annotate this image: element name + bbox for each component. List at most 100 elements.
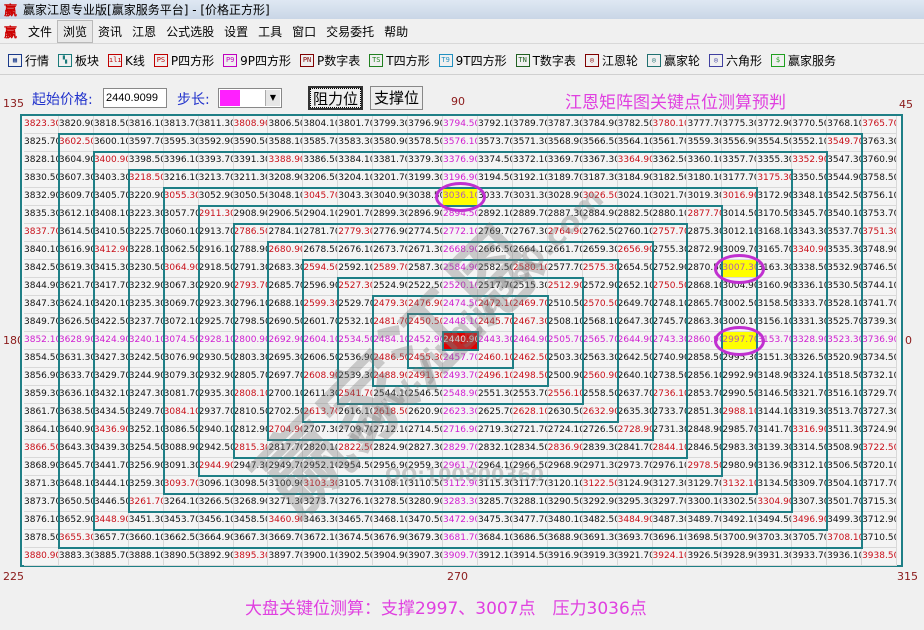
matrix-cell: 3753.70 <box>862 206 897 224</box>
menu-window[interactable]: 窗口 <box>292 25 317 39</box>
matrix-cell: 2803.30 <box>233 350 269 368</box>
matrix-cell: 2628.10 <box>512 404 548 422</box>
matrix-cell: 2474.50 <box>443 296 478 314</box>
matrix-cell: 3924.10 <box>652 548 688 566</box>
pn-icon: PN <box>300 54 315 67</box>
toolbar-tn-button[interactable]: TN T数字表 <box>515 52 576 69</box>
matrix-cell: 2488.90 <box>373 368 409 386</box>
matrix-cell: 2966.50 <box>512 458 548 476</box>
menu-formula[interactable]: 公式选股 <box>166 25 215 39</box>
menu-browse[interactable]: 浏览 <box>57 20 94 43</box>
matrix-cell: 3127.30 <box>652 476 688 494</box>
matrix-cell: 2853.70 <box>687 386 723 404</box>
matrix-cell: 2822.50 <box>338 440 374 458</box>
matrix-cell: 2805.70 <box>233 368 269 386</box>
matrix-cell: 2988.10 <box>722 404 758 422</box>
toolbar-gann-wheel-button[interactable]: ◎ 江恩轮 <box>584 52 638 69</box>
resistance-button[interactable]: 阻力位 <box>308 86 364 110</box>
menu-gann[interactable]: 江恩 <box>132 25 157 39</box>
matrix-cell: 3523.30 <box>827 332 863 350</box>
matrix-cell: 2791.30 <box>233 260 269 278</box>
matrix-cell: 2860.90 <box>687 332 723 350</box>
matrix-cell: 2666.50 <box>477 242 513 260</box>
matrix-cell: 3568.90 <box>547 134 583 152</box>
toolbar-winner-wheel-button[interactable]: ◎ 赢家轮 <box>646 52 700 69</box>
matrix-cell: 3885.70 <box>93 548 129 566</box>
toolbar-label: 9P四方形 <box>240 54 292 68</box>
step-select[interactable]: ▼ <box>218 88 282 108</box>
matrix-cell: 3434.50 <box>93 404 129 422</box>
chevron-down-icon[interactable]: ▼ <box>265 90 280 106</box>
matrix-cell: 3916.90 <box>547 548 583 566</box>
matrix-cell: 2704.90 <box>268 422 304 440</box>
toolbar-candlestick-button[interactable]: ılı K线 <box>108 52 145 69</box>
toolbar-pn-button[interactable]: PN P数字表 <box>300 52 360 69</box>
angle-135: 135 <box>3 97 24 110</box>
matrix-cell: 2877.70 <box>687 206 723 224</box>
toolbar-ts-button[interactable]: TS T四方形 <box>369 52 430 69</box>
matrix-cell: 3331.30 <box>792 314 828 332</box>
matrix-cell: 3290.50 <box>547 494 583 512</box>
menu-news[interactable]: 资讯 <box>98 25 123 39</box>
matrix-cell: 2464.90 <box>512 332 548 350</box>
matrix-cell: 3592.90 <box>198 134 234 152</box>
matrix-cell: 3247.30 <box>128 386 164 404</box>
toolbar-t9-button[interactable]: T9 9T四方形 <box>438 52 507 69</box>
toolbar-label: 江恩轮 <box>601 54 638 68</box>
matrix-cell: 2580.10 <box>512 260 548 278</box>
matrix-cell: 3180.10 <box>687 170 723 188</box>
toolbar-p9-button[interactable]: P9 9P四方形 <box>223 52 291 69</box>
matrix-cell: 3571.30 <box>512 134 548 152</box>
matrix-cell: 3484.90 <box>617 512 653 530</box>
matrix-cell: 3573.70 <box>477 134 513 152</box>
matrix-cell: 3530.50 <box>827 278 863 296</box>
matrix-cell: 3470.50 <box>408 512 444 530</box>
matrix-cell: 3084.10 <box>163 404 199 422</box>
toolbar-label: P四方形 <box>170 54 215 68</box>
matrix-cell: 3319.30 <box>792 404 828 422</box>
toolbar-dollar-button[interactable]: $ 赢家服务 <box>770 52 836 69</box>
toolbar-grid-button[interactable]: ▦ 行情 <box>8 52 49 69</box>
matrix-cell: 3758.50 <box>862 170 897 188</box>
toolbar-ps-button[interactable]: PS P四方形 <box>153 52 215 69</box>
matrix-cell: 3175.30 <box>757 170 793 188</box>
matrix-cell: 2486.50 <box>373 350 409 368</box>
matrix-cell: 3199.30 <box>408 170 444 188</box>
menu-settings[interactable]: 设置 <box>224 25 249 39</box>
matrix-cell: 2769.70 <box>477 224 513 242</box>
candlestick-icon: ılı <box>108 54 123 67</box>
matrix-cell: 2498.50 <box>512 368 548 386</box>
matrix-cell: 2743.30 <box>652 332 688 350</box>
matrix-cell: 2820.10 <box>303 440 339 458</box>
matrix-cell: 2700.10 <box>268 386 304 404</box>
matrix-cell: 2916.10 <box>198 242 234 260</box>
matrix-cell: 3355.30 <box>757 152 793 170</box>
matrix-cell: 3132.10 <box>722 476 758 494</box>
matrix-cell: 3832.90 <box>24 188 59 206</box>
matrix-cell: 3026.50 <box>582 188 618 206</box>
menu-file[interactable]: 文件 <box>28 25 53 39</box>
tn-icon: TN <box>515 54 530 67</box>
menu-help[interactable]: 帮助 <box>384 25 409 39</box>
toolbar-blocks-button[interactable]: ▚ 板块 <box>58 52 99 69</box>
matrix-cell: 3422.50 <box>93 314 129 332</box>
start-price-input[interactable]: 2440.9099 <box>103 88 167 108</box>
support-button[interactable]: 支撑位 <box>370 86 424 110</box>
matrix-cell: 2582.50 <box>477 260 513 278</box>
menu-tools[interactable]: 工具 <box>258 25 283 39</box>
matrix-cell: 2522.50 <box>408 278 444 296</box>
matrix-cell: 2652.10 <box>617 278 653 296</box>
matrix-cell: 2942.50 <box>198 440 234 458</box>
matrix-cell: 3040.90 <box>373 188 409 206</box>
menu-bar: 赢 文件 浏览 资讯 江恩 公式选股 设置 工具 窗口 交易委托 帮助 <box>0 20 924 44</box>
matrix-cell: 3912.10 <box>477 548 513 566</box>
matrix-cell: 2572.90 <box>582 278 618 296</box>
matrix-cell: 2851.30 <box>687 404 723 422</box>
toolbar-hexagon-button[interactable]: ◎ 六角形 <box>708 52 762 69</box>
menu-trade[interactable]: 交易委托 <box>326 25 375 39</box>
matrix-cell: 3136.90 <box>757 458 793 476</box>
matrix-cell: 3393.70 <box>198 152 234 170</box>
matrix-cell: 3096.10 <box>198 476 234 494</box>
matrix-cell: 3710.50 <box>862 530 897 548</box>
matrix-cell: 2863.30 <box>687 314 723 332</box>
